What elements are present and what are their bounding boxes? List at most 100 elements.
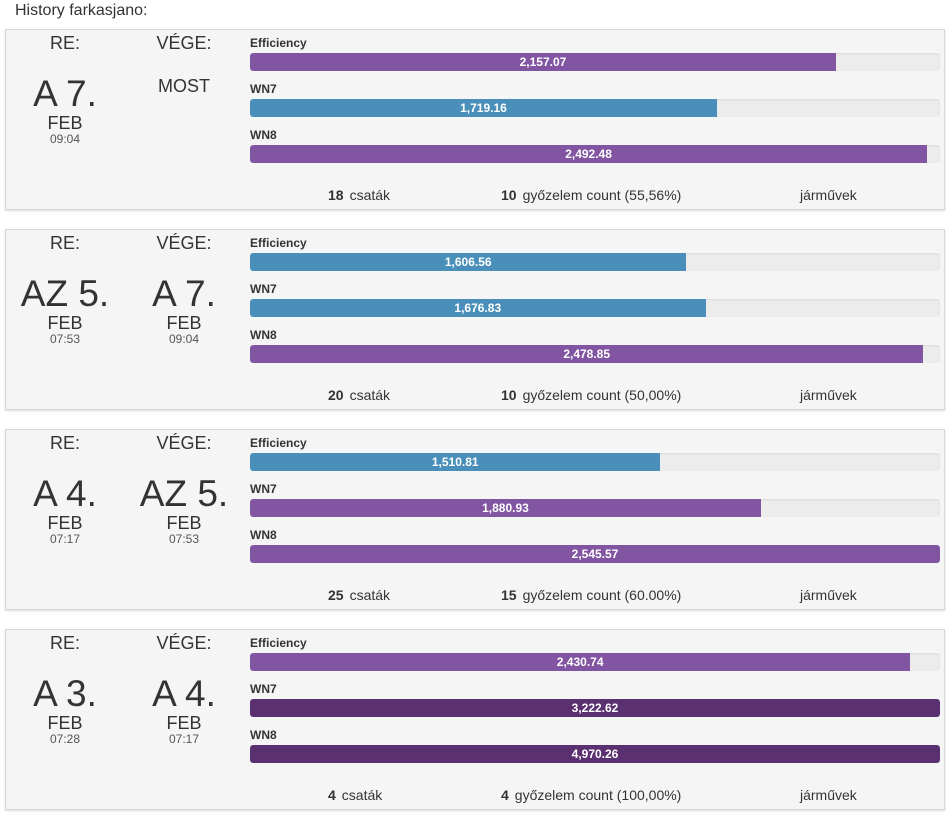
page-title: History farkasjano: xyxy=(15,2,148,19)
start-label: RE: xyxy=(49,233,80,253)
vehicles-link[interactable]: járművek xyxy=(800,787,857,803)
end-month: FEB xyxy=(166,513,202,533)
end-month: FEB xyxy=(166,713,202,733)
metric-bar-fill xyxy=(250,745,940,763)
metric-bar-track: 3,222.62 xyxy=(250,699,940,717)
metric-bar-value: 2,492.48 xyxy=(565,147,612,161)
start-month: FEB xyxy=(47,713,83,733)
metric-bar-fill xyxy=(250,499,761,517)
metric-bar-value: 1,880.93 xyxy=(482,501,529,515)
start-time: 07:53 xyxy=(49,332,81,346)
wins-count: 10 xyxy=(501,387,517,403)
wins-count: 15 xyxy=(501,587,517,603)
metric-bar-track: 1,510.81 xyxy=(250,453,940,471)
battles-stat: 25 csaták xyxy=(328,587,390,603)
wins-count: 10 xyxy=(501,187,517,203)
metric-bar-value: 2,478.85 xyxy=(563,347,611,361)
metric-label: WN7 xyxy=(250,482,277,496)
metric-bar-fill xyxy=(250,699,940,717)
session-card: RE: A 4. FEB 07:17 VÉGE: AZ 5. FEB 07:53… xyxy=(5,429,945,610)
metric-bar-fill xyxy=(250,545,940,563)
metric-bar-track: 2,430.74 xyxy=(250,653,940,671)
battles-count: 4 xyxy=(328,787,336,803)
metric-bar-track: 1,676.83 xyxy=(250,299,940,317)
vehicles-link[interactable]: járművek xyxy=(800,187,857,203)
metric-label: WN7 xyxy=(250,82,277,96)
start-day: A 4. xyxy=(33,473,97,514)
metric-label: Efficiency xyxy=(250,436,307,450)
battles-label: csaták xyxy=(349,387,391,403)
metric-label: WN7 xyxy=(250,282,277,296)
end-now: MOST xyxy=(158,76,210,96)
metric-bar-value: 1,719.16 xyxy=(460,101,507,115)
metric-label: WN7 xyxy=(250,682,277,696)
start-label: RE: xyxy=(49,33,80,53)
start-time: 09:04 xyxy=(49,132,81,146)
metric-bar-fill xyxy=(250,453,661,471)
start-label: RE: xyxy=(49,633,80,653)
start-label: RE: xyxy=(49,433,80,453)
wins-label: győzelem count (50,00%) xyxy=(522,387,682,403)
vehicles-link[interactable]: járművek xyxy=(800,587,857,603)
metric-bar-value: 1,676.83 xyxy=(454,301,502,315)
metric-label: WN8 xyxy=(250,128,277,142)
metric-label: Efficiency xyxy=(250,236,307,250)
start-time: 07:28 xyxy=(49,732,81,746)
metric-bar-fill xyxy=(250,345,924,363)
metric-bar-value: 4,970.26 xyxy=(571,747,619,761)
metric-label: Efficiency xyxy=(250,636,307,650)
wins-stat: 15 győzelem count (60.00%) xyxy=(501,587,681,603)
end-label: VÉGE: xyxy=(156,633,212,653)
end-day: A 4. xyxy=(152,673,216,714)
metric-bar-fill xyxy=(250,253,687,271)
battles-count: 18 xyxy=(328,187,344,203)
start-day: A 3. xyxy=(33,673,97,714)
metric-bar-track: 2,478.85 xyxy=(250,345,940,363)
metric-bar-fill xyxy=(250,299,706,317)
metric-bar-fill xyxy=(250,653,911,671)
metric-bar-track: 2,545.57 xyxy=(250,545,940,563)
metric-bar-value: 2,157.07 xyxy=(519,55,567,69)
battles-stat: 18 csaták xyxy=(328,187,390,203)
end-label: VÉGE: xyxy=(156,33,212,53)
metric-bar-value: 1,606.56 xyxy=(444,255,492,269)
metric-label: Efficiency xyxy=(250,36,307,50)
metric-bar-track: 1,880.93 xyxy=(250,499,940,517)
start-month: FEB xyxy=(47,113,83,133)
metric-bar-value: 2,430.74 xyxy=(556,655,604,669)
start-day: AZ 5. xyxy=(20,273,110,314)
metric-bar-fill xyxy=(250,145,928,163)
battles-stat: 20 csaták xyxy=(328,387,390,403)
wins-label: győzelem count (60.00%) xyxy=(522,587,682,603)
battles-count: 20 xyxy=(328,387,344,403)
wins-label: győzelem count (100,00%) xyxy=(514,787,682,803)
metric-bar-track: 2,492.48 xyxy=(250,145,940,163)
wins-count: 4 xyxy=(501,787,509,803)
end-day: AZ 5. xyxy=(139,473,229,514)
end-time: 07:53 xyxy=(168,532,200,546)
session-card: RE: A 3. FEB 07:28 VÉGE: A 4. FEB 07:17 … xyxy=(5,629,945,810)
metric-bar-fill xyxy=(250,53,836,71)
metric-bar-track: 2,157.07 xyxy=(250,53,940,71)
metric-bar-track: 1,719.16 xyxy=(250,99,940,117)
wins-label: győzelem count (55,56%) xyxy=(522,187,682,203)
metric-bar-fill xyxy=(250,99,717,117)
battles-label: csaták xyxy=(349,187,391,203)
metric-label: WN8 xyxy=(250,528,277,542)
end-time: 09:04 xyxy=(168,332,200,346)
end-label: VÉGE: xyxy=(156,433,212,453)
start-month: FEB xyxy=(47,513,83,533)
wins-stat: 10 győzelem count (55,56%) xyxy=(501,187,681,203)
end-month: FEB xyxy=(166,313,202,333)
session-card: RE: A 7. FEB 09:04 VÉGE: MOST Efficiency… xyxy=(5,29,945,210)
battles-label: csaták xyxy=(349,587,391,603)
end-label: VÉGE: xyxy=(156,233,212,253)
battles-stat: 4 csaták xyxy=(328,787,382,803)
vehicles-link[interactable]: járművek xyxy=(800,387,857,403)
start-time: 07:17 xyxy=(49,532,81,546)
end-day: A 7. xyxy=(152,273,216,314)
metric-bar-track: 4,970.26 xyxy=(250,745,940,763)
metric-bar-value: 3,222.62 xyxy=(571,701,619,715)
metric-bar-track: 1,606.56 xyxy=(250,253,940,271)
wins-stat: 10 győzelem count (50,00%) xyxy=(501,387,681,403)
